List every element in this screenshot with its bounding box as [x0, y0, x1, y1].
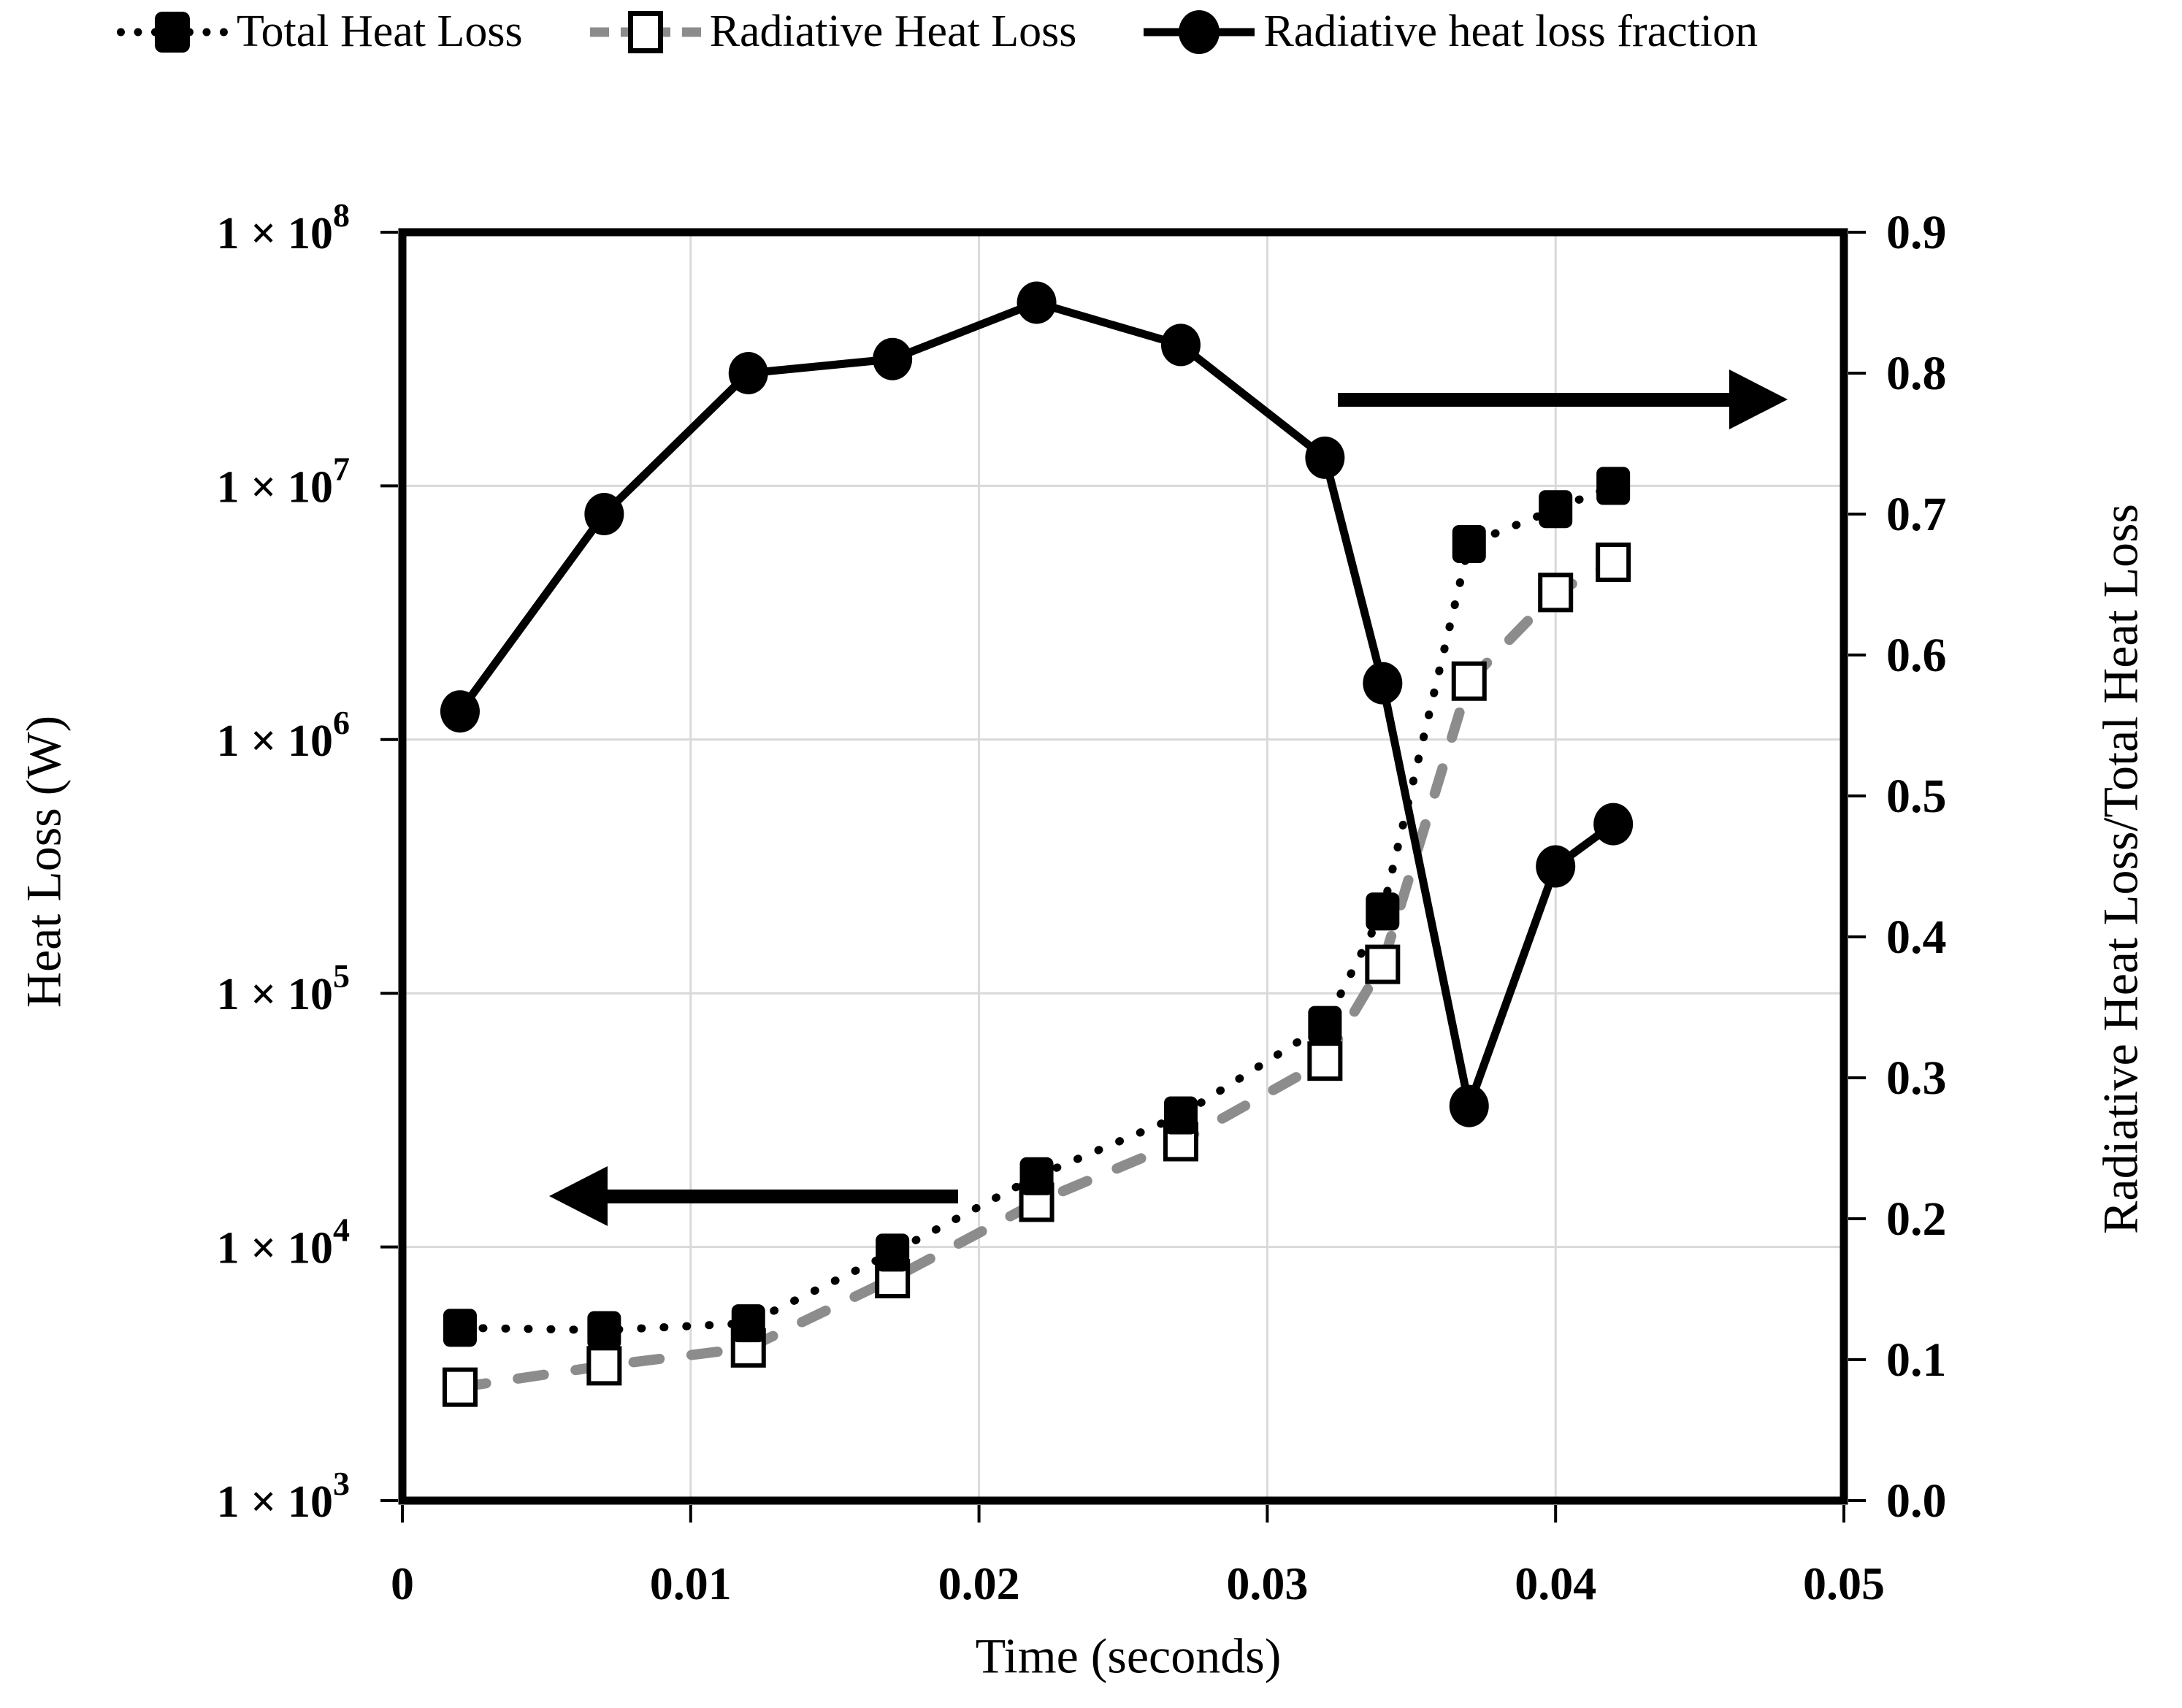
legend-label: Total Heat Loss — [237, 7, 523, 56]
x-axis-title: Time (seconds) — [975, 1628, 1282, 1684]
legend-item-total-heat-loss: Total Heat Loss — [117, 6, 523, 58]
right-tick-label: 0.1 — [1886, 1333, 1947, 1387]
open-square-marker — [1307, 1041, 1343, 1081]
filled-circle-marker — [1160, 323, 1201, 367]
open-square-marker — [1365, 944, 1401, 984]
axis-reading-arrows — [549, 369, 1788, 1226]
chart-legend: Total Heat Loss Radiative Heat Loss Radi… — [117, 6, 1758, 58]
filled-circle-marker — [1536, 845, 1576, 888]
filled-square-marker — [1308, 1006, 1342, 1044]
x-tick-label: 0.05 — [1803, 1558, 1885, 1609]
left-tick-label: 1 × 106 — [217, 704, 350, 766]
x-tick-label: 0 — [391, 1558, 414, 1609]
open-square-marker — [627, 10, 663, 53]
filled-square-marker — [587, 1311, 621, 1349]
right-tick-label: 0.0 — [1886, 1474, 1947, 1528]
legend-item-radiative-heat-loss: Radiative Heat Loss — [589, 6, 1077, 58]
filled-square-marker — [155, 11, 190, 53]
open-square-marker — [1019, 1182, 1054, 1222]
filled-square-marker — [731, 1304, 765, 1343]
left-arrow-shaft — [584, 1190, 958, 1203]
left-tick-label: 1 × 107 — [217, 450, 350, 512]
filled-square-marker — [443, 1309, 477, 1347]
dotted-line-filled-square-swatch — [117, 9, 228, 55]
dashed-line-open-square-swatch — [589, 9, 701, 55]
x-tick-label: 0.01 — [650, 1558, 732, 1609]
right-tick-label: 0.9 — [1886, 206, 1947, 259]
series-filled-circle — [440, 281, 1634, 1127]
left-tick-label: 1 × 104 — [217, 1211, 350, 1274]
filled-circle-marker — [440, 690, 480, 733]
x-tick-label: 0.02 — [938, 1558, 1020, 1609]
filled-circle-marker — [1449, 1084, 1489, 1127]
axis-ticks — [380, 231, 1866, 1523]
filled-circle-marker — [728, 352, 768, 394]
filled-circle-marker — [1305, 436, 1345, 479]
right-tick-label: 0.5 — [1886, 770, 1947, 823]
left-tick-label: 1 × 105 — [217, 957, 350, 1019]
radiative-heat-loss-fraction-line — [456, 298, 1616, 1121]
open-square-marker — [586, 1346, 622, 1386]
right-arrow-icon — [1729, 369, 1788, 429]
legend-label: Radiative Heat Loss — [709, 7, 1077, 56]
filled-square-marker — [1366, 892, 1400, 931]
right-tick-label: 0.7 — [1886, 488, 1947, 541]
gridlines — [406, 236, 1840, 1497]
filled-square-marker — [1539, 490, 1573, 529]
filled-square-marker — [1596, 467, 1631, 505]
filled-square-marker — [1452, 525, 1486, 564]
filled-circle-marker — [1179, 9, 1220, 54]
right-tick-label: 0.6 — [1886, 629, 1947, 682]
right-tick-label: 0.3 — [1886, 1052, 1947, 1105]
right-tick-label: 0.8 — [1886, 347, 1947, 400]
legend-label: Radiative heat loss fraction — [1263, 7, 1758, 56]
filled-circle-marker — [1363, 662, 1403, 705]
open-square-marker — [1538, 572, 1574, 613]
legend-item-radiative-fraction: Radiative heat loss fraction — [1144, 6, 1758, 58]
series-filled-square — [443, 467, 1631, 1349]
filled-circle-marker — [1017, 281, 1057, 324]
open-square-marker — [1451, 661, 1487, 701]
series-open-square — [442, 542, 1631, 1407]
left-tick-label: 1 × 108 — [217, 196, 350, 259]
left-tick-label: 1 × 103 — [217, 1465, 350, 1527]
solid-line-filled-circle-swatch — [1144, 9, 1255, 55]
open-square-marker — [442, 1367, 478, 1407]
x-tick-label: 0.03 — [1226, 1558, 1308, 1609]
filled-circle-marker — [584, 493, 624, 535]
right-tick-label: 0.4 — [1886, 911, 1947, 964]
filled-square-marker — [1163, 1096, 1198, 1135]
filled-circle-marker — [873, 337, 913, 380]
right-arrow-shaft — [1338, 393, 1732, 407]
plot-frame — [398, 228, 1848, 1505]
open-square-marker — [1596, 542, 1631, 582]
right-tick-label: 0.2 — [1886, 1192, 1947, 1246]
filled-square-marker — [876, 1233, 910, 1272]
x-tick-label: 0.04 — [1515, 1558, 1596, 1609]
left-arrow-icon — [549, 1166, 608, 1226]
filled-circle-marker — [1593, 803, 1634, 846]
filled-square-marker — [1019, 1157, 1054, 1195]
